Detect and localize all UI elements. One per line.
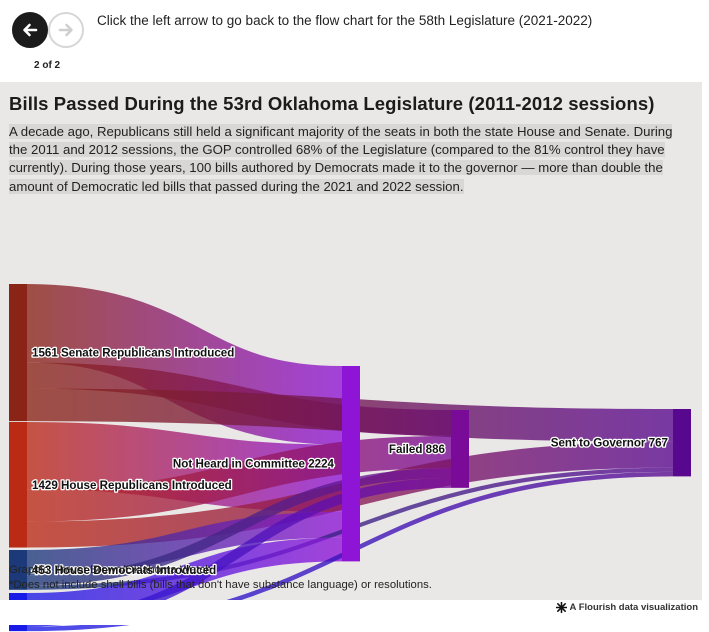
- forward-button[interactable]: [48, 12, 84, 48]
- node-nh[interactable]: [342, 366, 360, 562]
- link-hd-to-fa[interactable]: [26, 468, 452, 586]
- flourish-brand-link[interactable]: A Flourish data visualization: [555, 602, 698, 613]
- labels-layer: 1561 Senate Republicans Introduced 1429 H…: [31, 345, 670, 620]
- node-label-hr: 1429 House Republicans Introduced: [32, 479, 232, 492]
- node-label-nh: Not Heard in Committee 2224: [173, 458, 335, 471]
- link-hr-to-fa[interactable]: [26, 435, 452, 522]
- node-fa[interactable]: [451, 410, 469, 488]
- brand-text: A Flourish data visualization: [569, 602, 698, 613]
- back-button[interactable]: [12, 12, 48, 48]
- footnote-line: *Does not include shell bills (bills tha…: [9, 579, 432, 591]
- node-sr[interactable]: [9, 284, 27, 422]
- chart-panel: Bills Passed During the 53rd Oklahoma Le…: [0, 82, 702, 632]
- node-label-sr: 1561 Senate Republicans Introduced: [32, 347, 234, 360]
- chart-title: Bills Passed During the 53rd Oklahoma Le…: [9, 93, 655, 114]
- node-label-fa: Failed 886: [389, 443, 446, 456]
- credit-line: Graphic: Trevor Brown/Oklahoma Watch: [9, 564, 212, 576]
- arrow-right-icon: [58, 23, 73, 37]
- node-hd[interactable]: [9, 550, 27, 590]
- node-sg[interactable]: [673, 409, 691, 477]
- nav-instruction: Click the left arrow to go back to the f…: [97, 13, 593, 28]
- node-label-hd: 453 House Democrats Introduced: [32, 564, 216, 577]
- chart-description-text: A decade ago, Republicans still held a s…: [9, 124, 673, 194]
- top-navigation: Click the left arrow to go back to the f…: [0, 0, 709, 82]
- node-label-sg: Sent to Governor 767: [551, 437, 668, 450]
- flourish-asterisk-icon: [555, 602, 567, 613]
- footer: A Flourish data visualization: [0, 600, 709, 625]
- arrow-left-icon: [23, 23, 38, 37]
- node-hr[interactable]: [9, 422, 27, 548]
- credits: Graphic: Trevor Brown/Oklahoma Watch *Do…: [9, 563, 432, 593]
- chart-description: A decade ago, Republicans still held a s…: [9, 123, 693, 196]
- page-indicator: 2 of 2: [34, 60, 61, 71]
